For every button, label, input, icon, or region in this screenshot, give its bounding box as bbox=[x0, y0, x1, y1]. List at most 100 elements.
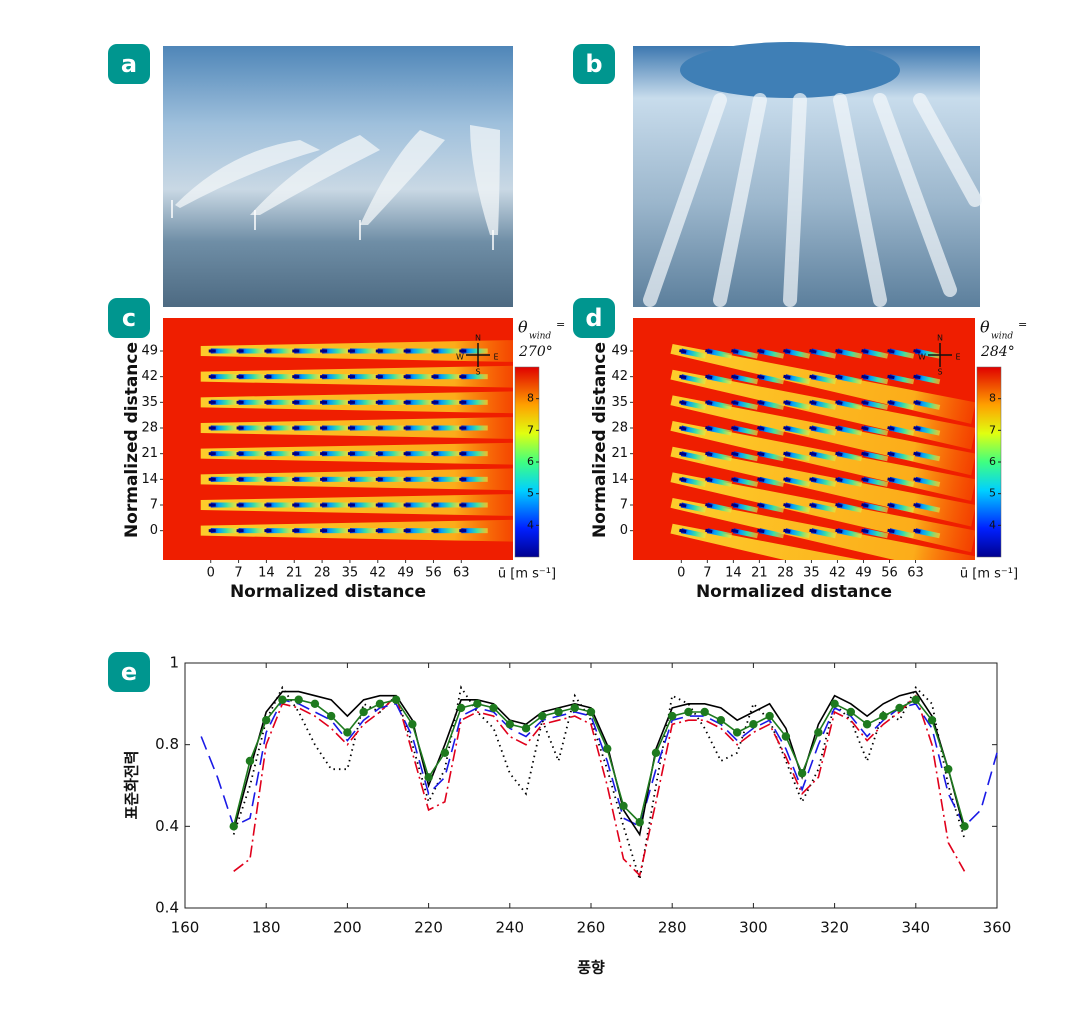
turbine bbox=[809, 374, 817, 380]
series-marker bbox=[310, 699, 320, 709]
turbine-wake bbox=[809, 374, 837, 385]
compass-label: W bbox=[918, 353, 926, 362]
turbine-wake bbox=[783, 399, 811, 410]
wake bbox=[266, 476, 293, 482]
wake bbox=[433, 451, 460, 457]
turbine-wake bbox=[679, 451, 707, 462]
wake bbox=[862, 528, 889, 539]
turbine-wake bbox=[705, 451, 733, 462]
turbine-wake bbox=[913, 451, 941, 462]
turbine bbox=[861, 528, 869, 534]
turbine-wake bbox=[459, 476, 488, 482]
turbine-wake bbox=[236, 502, 266, 508]
turbine-wake bbox=[292, 399, 321, 405]
wake bbox=[915, 374, 941, 385]
x-tick-label: 320 bbox=[820, 919, 849, 937]
y-tick-label: 42 bbox=[141, 369, 158, 384]
y-tick-label: 7 bbox=[620, 498, 628, 513]
wake bbox=[405, 348, 433, 354]
x-tick-label: 63 bbox=[453, 566, 470, 581]
turbine-wake bbox=[783, 348, 811, 359]
turbine-wake bbox=[731, 374, 759, 385]
series-marker bbox=[391, 695, 401, 704]
turbine-wake bbox=[861, 348, 889, 359]
turbine bbox=[757, 503, 765, 508]
turbine-wake bbox=[375, 528, 405, 534]
colorbar-tick-label: 5 bbox=[527, 487, 534, 500]
turbine-wake bbox=[347, 399, 377, 405]
turbine-wake bbox=[705, 348, 733, 359]
turbine bbox=[705, 349, 713, 354]
turbine-wake bbox=[835, 451, 863, 462]
wake bbox=[322, 425, 349, 431]
wake bbox=[322, 451, 349, 457]
wake bbox=[238, 374, 266, 380]
turbine-wake bbox=[757, 451, 785, 462]
wake bbox=[266, 399, 293, 405]
turbine-wake bbox=[835, 374, 863, 385]
wake bbox=[836, 425, 863, 436]
wake bbox=[784, 399, 811, 410]
wake bbox=[680, 528, 707, 539]
series-marker bbox=[797, 769, 807, 778]
turbine-wake bbox=[375, 399, 405, 405]
turbine bbox=[757, 349, 765, 354]
wake bbox=[706, 451, 733, 462]
wake bbox=[349, 502, 377, 508]
wake bbox=[758, 348, 785, 359]
turbine-wake bbox=[431, 399, 460, 405]
turbine-wake bbox=[783, 425, 811, 436]
turbine bbox=[679, 426, 687, 431]
turbine-wake bbox=[783, 502, 811, 513]
turbine bbox=[783, 374, 791, 380]
wake bbox=[915, 476, 941, 487]
wake bbox=[377, 399, 405, 405]
wake bbox=[405, 425, 433, 431]
series-marker bbox=[424, 773, 433, 782]
series-marker bbox=[570, 703, 579, 713]
wake bbox=[706, 502, 733, 513]
turbine-wake bbox=[208, 502, 238, 508]
turbine bbox=[705, 477, 713, 482]
turbine-wake bbox=[431, 425, 460, 431]
turbine bbox=[887, 349, 895, 354]
wake bbox=[294, 476, 321, 482]
wake bbox=[238, 451, 266, 457]
series-marker bbox=[879, 711, 888, 721]
series-marker bbox=[944, 764, 953, 774]
colorbar-tick-label: 8 bbox=[527, 392, 534, 405]
y-tick-label: 21 bbox=[141, 446, 158, 461]
turbine bbox=[861, 477, 869, 482]
turbine-wake bbox=[679, 399, 707, 410]
wake bbox=[461, 348, 488, 354]
turbine-wake bbox=[264, 451, 293, 457]
wake bbox=[461, 528, 488, 534]
compass-label: N bbox=[475, 334, 481, 343]
panel-label: b bbox=[573, 44, 615, 84]
turbine-wake bbox=[835, 425, 863, 436]
x-tick-label: 56 bbox=[425, 566, 442, 581]
wake bbox=[758, 476, 785, 487]
turbine-wake bbox=[861, 476, 889, 487]
wake bbox=[706, 476, 733, 487]
series-marker bbox=[359, 707, 368, 717]
wake bbox=[433, 502, 460, 508]
wake bbox=[915, 451, 941, 462]
x-tick-label: 240 bbox=[495, 919, 524, 937]
turbine-wake bbox=[861, 528, 889, 539]
series-marker bbox=[586, 707, 596, 717]
series-marker bbox=[245, 756, 255, 766]
turbine-wake bbox=[835, 502, 863, 513]
turbine-wake bbox=[679, 528, 707, 539]
wake bbox=[433, 476, 460, 482]
colorbar-tick-label: 4 bbox=[989, 518, 996, 531]
series-marker bbox=[343, 728, 352, 737]
x-tick-label: 28 bbox=[314, 566, 331, 581]
turbine-wake bbox=[861, 399, 889, 410]
series-marker bbox=[505, 720, 514, 729]
turbine bbox=[705, 374, 713, 380]
turbine-wake bbox=[679, 348, 707, 359]
series-marker bbox=[765, 711, 774, 721]
wake bbox=[461, 425, 488, 431]
